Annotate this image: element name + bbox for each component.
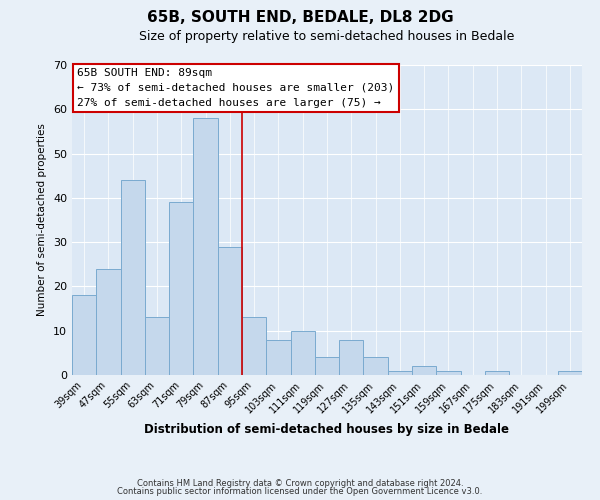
Bar xyxy=(96,268,121,375)
Bar xyxy=(388,370,412,375)
Bar xyxy=(485,370,509,375)
Bar xyxy=(315,358,339,375)
Bar xyxy=(364,358,388,375)
Text: Contains HM Land Registry data © Crown copyright and database right 2024.: Contains HM Land Registry data © Crown c… xyxy=(137,478,463,488)
Bar xyxy=(290,330,315,375)
Bar xyxy=(242,318,266,375)
Title: Size of property relative to semi-detached houses in Bedale: Size of property relative to semi-detach… xyxy=(139,30,515,43)
Bar xyxy=(412,366,436,375)
Bar xyxy=(339,340,364,375)
Bar xyxy=(169,202,193,375)
Text: Contains public sector information licensed under the Open Government Licence v3: Contains public sector information licen… xyxy=(118,487,482,496)
Bar xyxy=(72,296,96,375)
Bar xyxy=(436,370,461,375)
Bar xyxy=(193,118,218,375)
Bar xyxy=(145,318,169,375)
Y-axis label: Number of semi-detached properties: Number of semi-detached properties xyxy=(37,124,47,316)
Bar xyxy=(266,340,290,375)
Bar xyxy=(121,180,145,375)
Text: 65B, SOUTH END, BEDALE, DL8 2DG: 65B, SOUTH END, BEDALE, DL8 2DG xyxy=(146,10,454,25)
Bar xyxy=(558,370,582,375)
Bar xyxy=(218,246,242,375)
Text: 65B SOUTH END: 89sqm
← 73% of semi-detached houses are smaller (203)
27% of semi: 65B SOUTH END: 89sqm ← 73% of semi-detac… xyxy=(77,68,394,108)
X-axis label: Distribution of semi-detached houses by size in Bedale: Distribution of semi-detached houses by … xyxy=(145,423,509,436)
